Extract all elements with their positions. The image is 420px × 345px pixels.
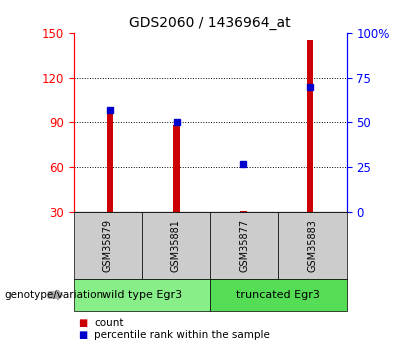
Bar — [173, 126, 180, 212]
Bar — [107, 108, 113, 212]
Text: wild type Egr3: wild type Egr3 — [102, 290, 182, 300]
Text: genotype/variation: genotype/variation — [4, 290, 103, 300]
Text: GSM35879: GSM35879 — [102, 219, 113, 272]
Text: GSM35881: GSM35881 — [171, 219, 181, 272]
Text: GSM35883: GSM35883 — [307, 219, 318, 272]
Bar — [240, 211, 247, 212]
Title: GDS2060 / 1436964_at: GDS2060 / 1436964_at — [129, 16, 291, 30]
Text: percentile rank within the sample: percentile rank within the sample — [94, 330, 270, 340]
Text: GSM35877: GSM35877 — [239, 219, 249, 272]
Text: ■: ■ — [78, 318, 87, 327]
Text: truncated Egr3: truncated Egr3 — [236, 290, 320, 300]
Text: count: count — [94, 318, 124, 327]
Bar — [307, 40, 313, 212]
Text: ■: ■ — [78, 330, 87, 340]
